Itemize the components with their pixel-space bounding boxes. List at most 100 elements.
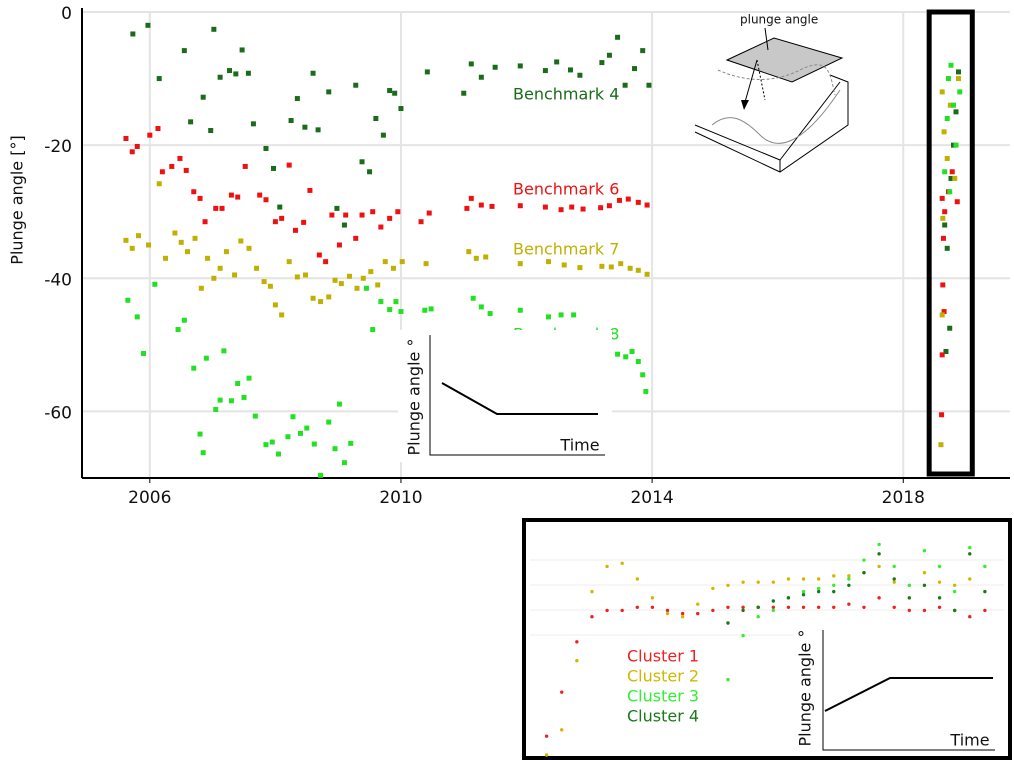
data-point bbox=[558, 207, 564, 213]
data-point bbox=[163, 255, 169, 261]
data-point bbox=[316, 252, 322, 258]
data-point bbox=[801, 589, 806, 594]
data-point bbox=[892, 580, 896, 584]
data-point bbox=[426, 210, 432, 216]
data-point bbox=[152, 281, 158, 287]
data-point bbox=[363, 285, 369, 291]
data-point bbox=[272, 302, 278, 308]
data-point bbox=[200, 94, 206, 100]
data-point bbox=[279, 215, 285, 221]
data-point bbox=[665, 608, 670, 613]
data-point bbox=[625, 196, 631, 202]
data-point bbox=[181, 48, 187, 54]
data-point bbox=[542, 68, 548, 74]
data-point bbox=[134, 314, 140, 320]
data-point bbox=[318, 472, 324, 478]
data-point bbox=[422, 307, 428, 313]
data-point bbox=[632, 66, 638, 72]
data-point bbox=[711, 608, 715, 613]
data-point bbox=[334, 205, 340, 211]
data-point bbox=[346, 273, 352, 279]
data-point bbox=[643, 388, 649, 394]
sketch-line bbox=[441, 382, 598, 415]
surface-line bbox=[711, 89, 841, 144]
data-point bbox=[650, 596, 655, 600]
data-point bbox=[242, 163, 248, 169]
data-point bbox=[640, 48, 646, 54]
data-point bbox=[569, 204, 575, 210]
data-point bbox=[616, 197, 622, 203]
data-point bbox=[228, 398, 234, 404]
data-point bbox=[771, 608, 776, 613]
data-point bbox=[318, 299, 324, 305]
data-point bbox=[947, 102, 953, 108]
sketch-axes bbox=[429, 335, 605, 456]
data-point bbox=[646, 82, 652, 88]
data-point bbox=[130, 31, 136, 37]
data-point bbox=[303, 272, 309, 278]
data-point bbox=[235, 380, 241, 386]
data-point bbox=[571, 312, 577, 318]
block-sketch: plunge angle bbox=[694, 13, 849, 173]
data-point bbox=[726, 621, 730, 625]
data-point bbox=[756, 580, 760, 584]
data-point bbox=[332, 446, 338, 452]
data-point bbox=[590, 615, 594, 619]
data-point bbox=[816, 586, 821, 591]
data-point bbox=[983, 589, 987, 594]
data-point bbox=[847, 574, 851, 578]
data-point bbox=[983, 608, 987, 613]
data-point bbox=[156, 181, 162, 187]
data-point bbox=[261, 279, 267, 285]
data-point bbox=[198, 285, 204, 291]
data-point bbox=[326, 294, 332, 300]
data-point bbox=[461, 90, 467, 96]
data-point bbox=[952, 175, 958, 181]
data-point bbox=[323, 259, 329, 265]
data-point bbox=[575, 659, 579, 663]
data-point bbox=[786, 596, 791, 600]
data-point bbox=[558, 312, 564, 318]
leader bbox=[764, 27, 769, 51]
data-point bbox=[892, 605, 896, 609]
data-point bbox=[771, 605, 776, 609]
data-point bbox=[252, 413, 258, 419]
data-point bbox=[378, 299, 384, 305]
data-point bbox=[517, 261, 523, 267]
block-edge bbox=[694, 74, 849, 173]
data-point bbox=[629, 349, 635, 355]
series-label: Benchmark 7 bbox=[513, 240, 619, 259]
data-point bbox=[954, 199, 960, 205]
data-point bbox=[560, 728, 564, 732]
data-point bbox=[635, 359, 641, 364]
data-point bbox=[577, 265, 583, 271]
data-point bbox=[680, 615, 685, 619]
data-point bbox=[627, 265, 633, 271]
data-point bbox=[311, 441, 317, 447]
data-point bbox=[546, 259, 552, 265]
data-point bbox=[816, 605, 821, 609]
data-point bbox=[310, 295, 316, 301]
series-label: Benchmark 4 bbox=[513, 85, 619, 104]
data-point bbox=[263, 197, 269, 203]
data-point bbox=[580, 206, 586, 212]
data-point bbox=[257, 192, 263, 198]
data-point bbox=[188, 119, 194, 125]
legend-label: Cluster 3 bbox=[627, 687, 699, 706]
data-point bbox=[292, 227, 298, 233]
data-point bbox=[560, 690, 564, 694]
data-point bbox=[370, 327, 376, 333]
y-axis-label: Plunge angle [°] bbox=[8, 135, 27, 264]
data-point bbox=[245, 70, 251, 76]
y-tick-label: -60 bbox=[44, 403, 72, 423]
data-point bbox=[517, 63, 523, 69]
data-point bbox=[937, 564, 942, 569]
data-point bbox=[726, 677, 730, 682]
data-point bbox=[178, 239, 184, 245]
data-point bbox=[129, 245, 135, 251]
data-point bbox=[696, 602, 700, 606]
data-point bbox=[392, 90, 398, 96]
data-point bbox=[620, 608, 624, 613]
data-point bbox=[942, 169, 948, 175]
